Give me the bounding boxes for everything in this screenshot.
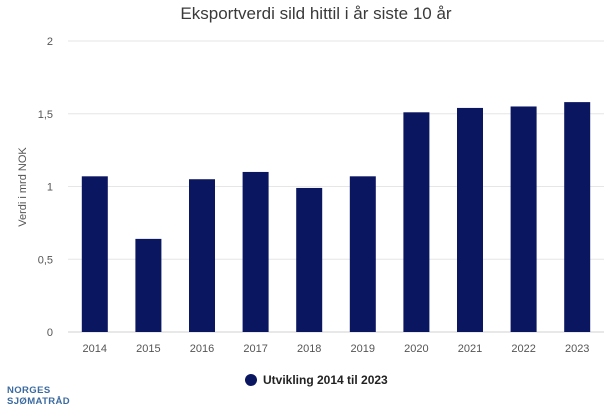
- bar-2021: [457, 107, 483, 333]
- bar-2023: [564, 102, 591, 332]
- bar-2015: [135, 238, 162, 332]
- bars: [81, 102, 591, 333]
- x-tick-label: 2022: [511, 343, 535, 355]
- x-tick-label: 2023: [565, 343, 589, 355]
- x-tick-label: 2020: [404, 343, 428, 355]
- x-tick-label: 2018: [297, 343, 321, 355]
- bar-2019: [349, 176, 376, 332]
- y-axis-ticks: 0 0,5 1 1,5 2: [38, 36, 53, 339]
- bar-2022: [510, 106, 537, 332]
- chart-title: Eksportverdi sild hittil i år siste 10 å…: [180, 4, 451, 23]
- y-axis-label: Verdi i mrd NOK: [17, 147, 29, 227]
- x-tick-label: 2019: [351, 343, 375, 355]
- y-tick-label: 1: [47, 182, 53, 194]
- legend-label: Utvikling 2014 til 2023: [263, 373, 388, 387]
- logo-line-1: NORGES: [7, 385, 51, 396]
- x-axis-ticks: 2014 2015 2016 2017 2018 2019 2020 2021 2022 2023: [83, 343, 590, 355]
- y-tick-label: 0,5: [38, 254, 53, 266]
- logo-line-2: SJØMATRÅD: [7, 396, 71, 407]
- bar-2018: [296, 187, 323, 332]
- x-tick-label: 2015: [136, 343, 160, 355]
- y-tick-label: 2: [47, 36, 53, 48]
- x-tick-label: 2014: [83, 343, 107, 355]
- legend-swatch: [245, 374, 257, 386]
- x-tick-label: 2017: [243, 343, 267, 355]
- bar-2016: [189, 179, 215, 332]
- y-tick-label: 0: [47, 327, 53, 339]
- logo: NORGES SJØMATRÅD: [7, 385, 70, 407]
- bar-2014: [81, 176, 108, 332]
- x-tick-label: 2016: [190, 343, 214, 355]
- legend: Utvikling 2014 til 2023: [245, 373, 388, 387]
- y-tick-label: 1,5: [38, 109, 53, 121]
- bar-2017: [242, 171, 269, 332]
- x-tick-label: 2021: [458, 343, 482, 355]
- bar-2020: [403, 112, 430, 332]
